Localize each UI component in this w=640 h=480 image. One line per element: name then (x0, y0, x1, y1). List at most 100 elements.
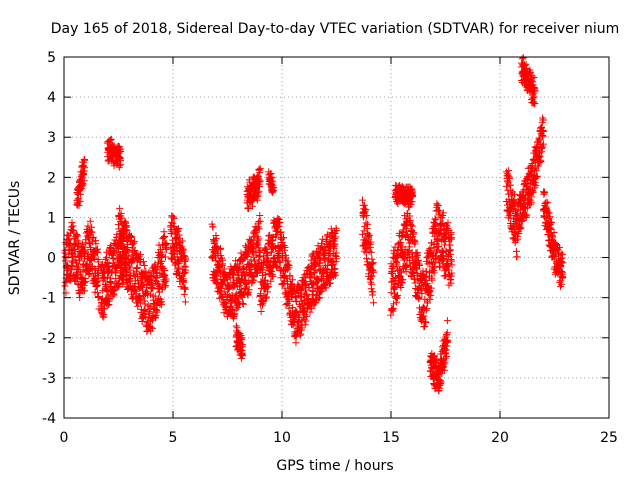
data-point (179, 245, 187, 253)
data-point (440, 360, 448, 368)
data-point (504, 177, 512, 185)
data-point (158, 298, 166, 306)
data-point (297, 292, 305, 300)
data-point (174, 225, 182, 233)
data-point (439, 255, 447, 263)
data-point (389, 270, 397, 278)
data-point (365, 233, 373, 241)
data-point (228, 298, 236, 306)
data-point (437, 378, 445, 386)
data-point (441, 359, 449, 367)
data-point (559, 273, 567, 281)
data-point (73, 231, 81, 239)
data-point (444, 259, 452, 267)
plot-frame (63, 56, 610, 419)
data-point (369, 288, 377, 296)
data-point (319, 235, 327, 243)
y-tick-label: -4 (42, 411, 56, 427)
y-tick-label: -3 (42, 371, 56, 387)
data-point (548, 219, 556, 227)
data-point (75, 247, 83, 255)
data-point (274, 214, 282, 222)
data-point (419, 312, 427, 320)
data-point (182, 266, 190, 274)
data-point (414, 256, 422, 264)
data-point (241, 285, 249, 293)
data-point (148, 324, 156, 332)
data-point (321, 253, 329, 261)
data-point (422, 277, 430, 285)
data-point (239, 299, 247, 307)
data-point (173, 226, 181, 234)
data-point (136, 251, 144, 259)
data-point (119, 280, 127, 288)
data-point (117, 209, 125, 217)
data-point (537, 158, 545, 166)
data-point (427, 284, 435, 292)
data-point (263, 258, 271, 266)
data-point (332, 233, 340, 241)
data-point (128, 232, 136, 240)
data-point (181, 256, 189, 264)
data-point (521, 62, 529, 70)
data-point (162, 281, 170, 289)
data-point (115, 225, 123, 233)
data-point (281, 244, 289, 252)
data-point (68, 219, 76, 227)
data-point (533, 172, 541, 180)
y-axis-label: SDTVAR / TECUs (7, 181, 23, 296)
x-tick-label: 10 (273, 430, 291, 446)
data-point (531, 100, 539, 108)
data-point (88, 228, 96, 236)
data-point (142, 288, 150, 296)
data-point (369, 299, 377, 307)
data-point (513, 253, 521, 261)
data-point (409, 269, 417, 277)
data-point (387, 278, 395, 286)
data-point (252, 227, 260, 235)
data-point (550, 228, 558, 236)
data-point (530, 74, 538, 82)
data-point (546, 213, 554, 221)
data-point (445, 266, 453, 274)
data-point (443, 329, 451, 337)
data-point (169, 219, 177, 227)
data-point (434, 237, 442, 245)
data-point (399, 226, 407, 234)
data-point (272, 231, 280, 239)
data-point (406, 216, 414, 224)
data-point (80, 177, 88, 185)
data-point (440, 256, 448, 264)
data-point (447, 272, 455, 280)
data-point (75, 201, 83, 209)
data-point (359, 230, 367, 238)
data-point (367, 238, 375, 246)
data-point (175, 260, 183, 268)
data-point (517, 223, 525, 231)
data-point (182, 285, 190, 293)
data-point (415, 293, 423, 301)
data-point (368, 280, 376, 288)
chart-title: Day 165 of 2018, Sidereal Day-to-day VTE… (51, 21, 620, 37)
data-point (79, 180, 87, 188)
data-point (233, 324, 241, 332)
data-point (430, 269, 438, 277)
data-point (148, 284, 156, 292)
data-point (255, 187, 263, 195)
data-point (255, 225, 263, 233)
data-point (263, 288, 271, 296)
data-point (161, 232, 169, 240)
data-point (362, 219, 370, 227)
data-point (524, 174, 532, 182)
data-point (100, 305, 108, 313)
data-point (238, 334, 246, 342)
data-point (426, 295, 434, 303)
data-point (122, 222, 130, 230)
data-point (251, 261, 259, 269)
data-point (292, 339, 300, 347)
data-point (440, 366, 448, 374)
data-point (168, 255, 176, 263)
data-point (438, 249, 446, 257)
data-point (506, 174, 513, 182)
